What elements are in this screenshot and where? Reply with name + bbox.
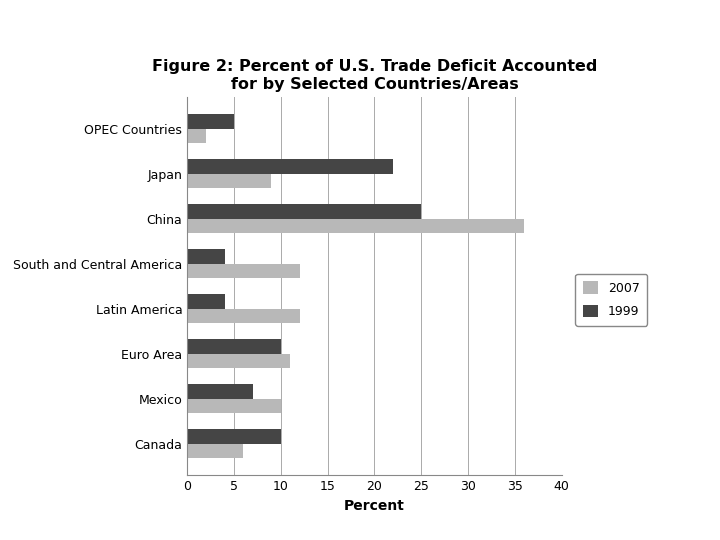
Bar xyxy=(187,354,290,368)
Bar xyxy=(187,444,243,458)
Bar xyxy=(187,429,281,444)
Bar xyxy=(187,384,253,399)
Bar xyxy=(187,339,281,354)
Bar xyxy=(187,129,206,143)
X-axis label: Percent: Percent xyxy=(344,498,405,512)
Bar xyxy=(187,219,524,233)
Bar xyxy=(187,114,234,129)
Bar xyxy=(187,294,225,309)
Bar xyxy=(187,264,300,278)
Title: Figure 2: Percent of U.S. Trade Deficit Accounted
for by Selected Countries/Area: Figure 2: Percent of U.S. Trade Deficit … xyxy=(152,59,597,92)
Legend: 2007, 1999: 2007, 1999 xyxy=(575,274,647,326)
Bar xyxy=(187,399,281,413)
Bar xyxy=(187,159,393,174)
Bar xyxy=(187,204,421,219)
Bar xyxy=(187,249,225,264)
Bar xyxy=(187,174,271,188)
Bar xyxy=(187,309,300,323)
